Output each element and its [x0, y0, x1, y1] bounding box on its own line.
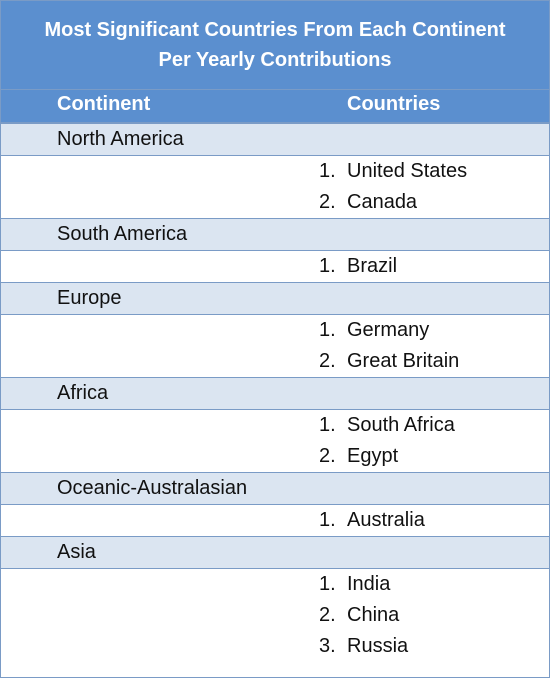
continent-label: Africa: [57, 382, 108, 405]
country-rank: 2.: [319, 445, 336, 468]
continent-label: Asia: [57, 541, 96, 564]
country-name: Australia: [347, 509, 425, 532]
continent-row: South America: [1, 218, 549, 251]
country-rank: 1.: [319, 414, 336, 437]
table-body: North America 1. United States 2. Canada Sout…: [1, 123, 549, 662]
column-header-row: Continent Countries: [1, 90, 549, 123]
country-rank: 1.: [319, 319, 336, 342]
country-rank: 2.: [319, 604, 336, 627]
country-row: 2. Canada: [1, 187, 549, 218]
table-title: Most Significant Countries From Each Con…: [1, 1, 549, 90]
continent-row: Africa: [1, 377, 549, 410]
country-rank: 2.: [319, 191, 336, 214]
country-name: Russia: [347, 635, 408, 658]
country-name: China: [347, 604, 399, 627]
country-rank: 1.: [319, 255, 336, 278]
country-row: 1. South Africa: [1, 410, 549, 441]
title-line-1: Most Significant Countries From Each Con…: [1, 15, 549, 45]
countries-column-header: Countries: [347, 93, 440, 116]
country-name: United States: [347, 160, 467, 183]
country-row: 2. Great Britain: [1, 346, 549, 377]
country-row: 1. India: [1, 569, 549, 600]
country-row: 1. Brazil: [1, 251, 549, 282]
continent-row: Oceanic-Australasian: [1, 472, 549, 505]
continent-label: Oceanic-Australasian: [57, 477, 247, 500]
continent-label: North America: [57, 128, 184, 151]
country-rank: 1.: [319, 509, 336, 532]
country-name: Egypt: [347, 445, 398, 468]
continent-row: North America: [1, 123, 549, 156]
country-name: Brazil: [347, 255, 397, 278]
country-name: South Africa: [347, 414, 455, 437]
country-row: 2. Egypt: [1, 441, 549, 472]
country-name: Great Britain: [347, 350, 459, 373]
country-row: 1. Australia: [1, 505, 549, 536]
country-row: 1. Germany: [1, 315, 549, 346]
continent-label: South America: [57, 223, 187, 246]
continent-row: Europe: [1, 282, 549, 315]
country-rank: 2.: [319, 350, 336, 373]
title-line-2: Per Yearly Contributions: [1, 45, 549, 75]
country-rank: 1.: [319, 573, 336, 596]
country-name: Canada: [347, 191, 417, 214]
country-row: 3. Russia: [1, 631, 549, 662]
country-row: 2. China: [1, 600, 549, 631]
continent-row: Asia: [1, 536, 549, 569]
country-name: India: [347, 573, 390, 596]
continent-label: Europe: [57, 287, 122, 310]
country-rank: 3.: [319, 635, 336, 658]
continent-column-header: Continent: [57, 93, 150, 116]
country-name: Germany: [347, 319, 429, 342]
country-row: 1. United States: [1, 156, 549, 187]
country-rank: 1.: [319, 160, 336, 183]
